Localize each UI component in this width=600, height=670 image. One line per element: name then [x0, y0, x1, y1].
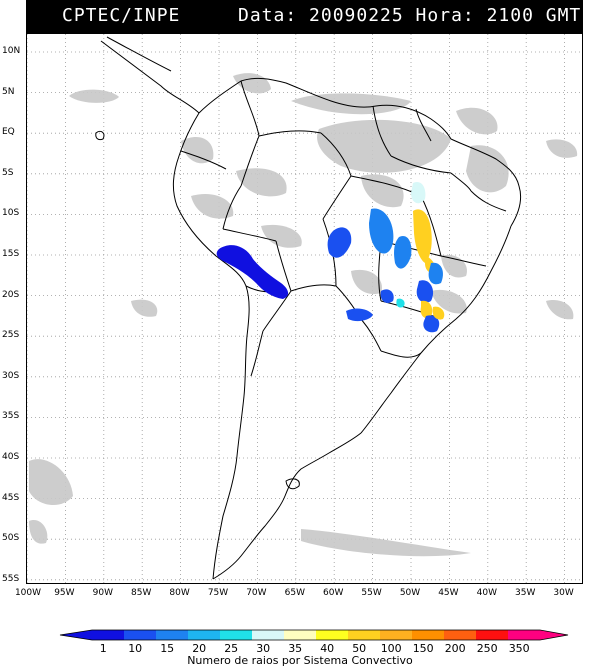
legend-swatch: [316, 630, 348, 640]
legend-swatch: [92, 630, 124, 640]
convective-systems: [216, 181, 445, 333]
lat-tick-label: 25S: [2, 330, 20, 341]
legend-outline: [59, 629, 569, 641]
lon-tick-label: 80W: [169, 588, 190, 598]
legend-swatch: [444, 630, 476, 640]
date-time-label: Data: 20090225 Hora: 2100 GMT: [238, 5, 582, 26]
legend-swatch: [412, 630, 444, 640]
legend-swatch: [188, 630, 220, 640]
lon-tick-label: 70W: [246, 588, 267, 598]
legend-swatch: [508, 630, 540, 640]
source-label: CPTEC/INPE: [62, 5, 181, 26]
lat-tick-label: 15S: [2, 249, 20, 259]
legend-value: 350: [508, 642, 530, 655]
lon-tick-label: 100W: [14, 588, 42, 598]
lat-tick-label: 30S: [2, 370, 20, 381]
legend-swatch: [476, 630, 508, 640]
lon-tick-label: 60W: [323, 588, 344, 598]
legend-value: 200: [444, 642, 466, 655]
lon-tick-label: 90W: [92, 588, 113, 598]
legend-value: 25: [224, 642, 239, 655]
lat-tick-label: EQ: [2, 127, 15, 138]
legend-swatch: [380, 630, 412, 640]
legend-swatch: [156, 630, 188, 640]
lon-tick-label: 65W: [284, 588, 305, 598]
lat-tick-label: 55S: [2, 573, 20, 584]
legend-value: 50: [352, 642, 367, 655]
legend-value: 10: [128, 642, 143, 655]
legend-value: 1: [99, 642, 107, 655]
lat-tick-label: 45S: [2, 492, 20, 503]
lon-tick-label: 75W: [207, 588, 229, 598]
legend-value: 35: [288, 642, 303, 655]
lon-tick-label: 35W: [515, 588, 536, 598]
lon-tick-label: 95W: [54, 588, 75, 598]
legend-value: 30: [256, 642, 271, 655]
lat-tick-label: 10S: [2, 208, 20, 219]
gridlines: [27, 34, 582, 583]
legend-swatch: [220, 630, 252, 640]
coastline-and-borders: [95, 36, 522, 580]
lat-tick-label: 5S: [2, 167, 14, 178]
lon-tick-label: 85W: [131, 588, 152, 598]
legend-value: 150: [412, 642, 434, 655]
legend-value: 40: [320, 642, 335, 655]
legend-value: 250: [476, 642, 498, 655]
lat-tick-label: 5N: [2, 86, 15, 97]
lat-tick-label: 10N: [2, 46, 21, 56]
lat-tick-label: 50S: [2, 533, 20, 544]
legend-colorbar: [59, 629, 569, 641]
legend-value: 20: [192, 642, 207, 655]
cloud-cover: [29, 73, 578, 557]
lon-tick-label: 45W: [438, 588, 459, 598]
map-header: CPTEC/INPE Data: 20090225 Hora: 2100 GMT: [26, 0, 583, 33]
legend-value: 15: [160, 642, 175, 655]
map-area: [26, 33, 583, 584]
map-canvas: [27, 34, 582, 583]
legend-caption: Numero de raios por Sistema Convectivo: [187, 654, 413, 667]
lon-tick-label: 50W: [399, 588, 421, 598]
lon-tick-label: 40W: [476, 588, 497, 598]
legend-swatch: [348, 630, 380, 640]
lon-tick-label: 30W: [553, 588, 574, 598]
lon-tick-label: 55W: [361, 588, 382, 598]
legend-swatch: [252, 630, 284, 640]
legend-value: 100: [380, 642, 402, 655]
lat-tick-label: 35S: [2, 411, 20, 422]
legend-arrow-left: [60, 630, 92, 640]
legend-swatch: [124, 630, 156, 640]
legend-swatch: [284, 630, 316, 640]
lat-tick-label: 40S: [2, 452, 20, 462]
legend: 1 10 15 20 25 30 35 40 50 100 150 200 250 350 Numero …: [0, 625, 600, 670]
lat-tick-label: 20S: [2, 289, 20, 300]
legend-arrow-right: [540, 630, 568, 640]
